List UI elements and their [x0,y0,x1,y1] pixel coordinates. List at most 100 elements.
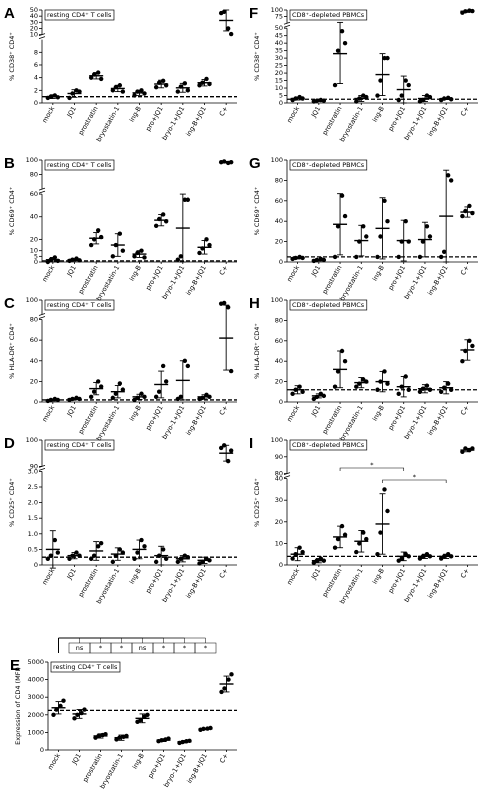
y-tick-label: 30 [30,18,38,26]
y-axis-label: Expression of CD4 (MFI) [14,667,22,745]
data-point [321,393,327,399]
data-point [399,384,404,389]
y-tick-label: 20 [30,24,38,32]
data-point [420,386,426,391]
y-tick-label: 0.5 [28,545,38,553]
data-point [142,394,147,400]
data-point [163,219,169,224]
data-point [207,242,212,248]
data-point [385,219,390,224]
y-tick-label: 0 [34,398,38,406]
x-tick-label: ing-B [128,264,143,282]
data-point [139,88,144,93]
panel-title: resting CD4⁺ T cells [47,441,112,449]
y-tick-label: 45 [275,32,283,40]
data-point [357,541,362,546]
title-box [44,9,115,21]
data-point [427,94,433,100]
x-tick-label: C+ [218,105,230,118]
data-point [79,710,84,716]
panel-title: CD8⁺-depleted PBMCs [292,441,365,449]
data-point [163,379,169,384]
data-point [120,387,126,392]
data-point [124,733,129,739]
data-point [470,210,475,216]
y-axis-label: % HLA-DR⁺ CD4⁺ [8,323,16,379]
x-tick-label: ing-B [371,264,386,282]
data-point [226,677,231,682]
data-point [385,508,390,514]
y-tick-label: 4000 [27,676,44,684]
data-point [300,96,305,101]
data-point [132,93,137,98]
data-point [145,712,150,717]
axis-break [38,36,46,40]
data-point [153,559,159,565]
panel-letter: G [249,155,261,172]
y-axis-label: % HLA-DR⁺ CD4⁺ [253,323,261,379]
data-point [321,558,327,563]
panel-letter: H [249,295,260,312]
data-point [91,553,97,558]
y-tick-label: 2.5 [28,483,38,491]
significance-bracket [382,479,447,483]
data-point [314,558,320,563]
data-point [342,40,348,46]
data-point [420,554,426,559]
y-axis-label: % CD38⁺ CD4⁺ [8,32,16,81]
data-point [55,550,61,555]
data-point [88,242,94,248]
data-point [375,387,380,392]
axis-break [38,187,46,191]
data-point [163,556,169,561]
data-point [314,257,320,263]
data-point [208,725,213,731]
y-tick-label: 0 [279,561,283,569]
panel-letter: F [249,5,258,22]
x-tick-label: ing-B+JQ1 [426,567,450,600]
data-point [445,381,451,386]
y-tick-label: 100 [271,296,283,304]
data-point [463,208,468,214]
x-tick-label: C+ [459,264,471,277]
data-point [77,258,82,263]
data-point [332,254,338,260]
data-point [460,359,465,364]
data-point [160,363,166,369]
panel-letter: C [4,295,15,312]
data-point [110,559,116,565]
data-point [229,672,234,677]
data-point [200,246,205,251]
y-tick-label: 20 [275,518,283,526]
data-point [142,544,147,549]
x-tick-label: bryo-1+JQ1 [160,404,186,441]
data-point [357,381,362,386]
x-tick-label: ing-B+JQ1 [185,752,209,785]
x-tick-label: prostratin [321,264,344,295]
data-point [321,257,327,263]
data-point [427,234,433,239]
data-point [300,255,305,261]
data-point [406,82,411,88]
data-point [175,257,181,262]
x-tick-label: JQ1 [309,404,322,419]
data-point [321,98,327,103]
x-tick-label: prostratin [77,567,100,598]
data-point [120,248,126,253]
data-point [399,239,404,244]
data-point [441,96,447,101]
data-point [82,707,87,712]
x-tick-label: ing-B [128,105,143,123]
data-point [399,556,404,561]
title-box [44,299,115,311]
data-point [204,76,209,82]
data-point [293,552,298,557]
data-point [354,549,359,555]
data-point [396,391,401,397]
data-point [153,84,159,90]
axis-break [283,24,291,28]
data-point [354,254,359,260]
data-point [142,91,147,96]
data-point [156,553,162,558]
y-tick-label: 4 [34,74,38,82]
